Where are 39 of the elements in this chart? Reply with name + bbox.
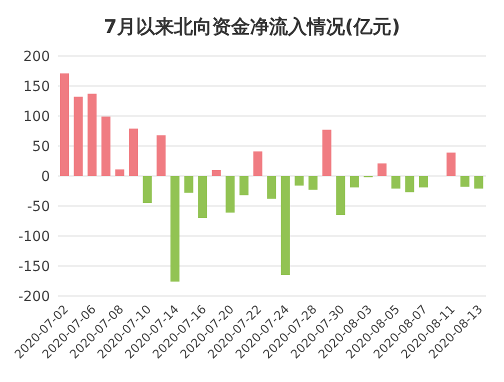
bar <box>253 151 262 176</box>
bar <box>391 176 400 189</box>
bar <box>184 176 194 193</box>
bar <box>239 176 248 196</box>
y-tick-label: 0 <box>41 168 50 185</box>
bar <box>294 176 304 186</box>
bar <box>322 130 332 176</box>
y-tick-label: -100 <box>18 228 50 245</box>
y-tick-label: 100 <box>23 108 50 125</box>
bar <box>474 176 484 189</box>
bar <box>226 176 235 213</box>
bar <box>460 176 470 187</box>
y-tick-label: -50 <box>27 198 50 215</box>
bar <box>198 176 208 218</box>
bar <box>418 176 428 188</box>
y-tick-label: -200 <box>18 288 50 305</box>
bar <box>60 73 69 176</box>
bar <box>101 116 110 176</box>
bar <box>350 176 359 188</box>
bar <box>129 128 138 176</box>
bar <box>156 135 166 176</box>
bar <box>115 169 124 176</box>
bar <box>336 176 346 215</box>
y-tick-label: 150 <box>23 78 50 95</box>
bar <box>88 94 97 176</box>
bar <box>280 176 290 275</box>
bar <box>446 152 456 176</box>
bar <box>405 176 414 192</box>
bar <box>142 176 152 203</box>
bar <box>267 176 276 199</box>
y-tick-label: 200 <box>23 48 50 65</box>
bar <box>308 176 318 190</box>
bar <box>378 163 387 176</box>
y-tick-label: 50 <box>32 138 50 155</box>
chart-title: 7月以来北向资金净流入情况(亿元) <box>102 15 402 40</box>
y-tick-label: -150 <box>18 258 50 275</box>
bar <box>74 96 83 176</box>
bar <box>170 176 180 282</box>
bar <box>212 170 221 176</box>
